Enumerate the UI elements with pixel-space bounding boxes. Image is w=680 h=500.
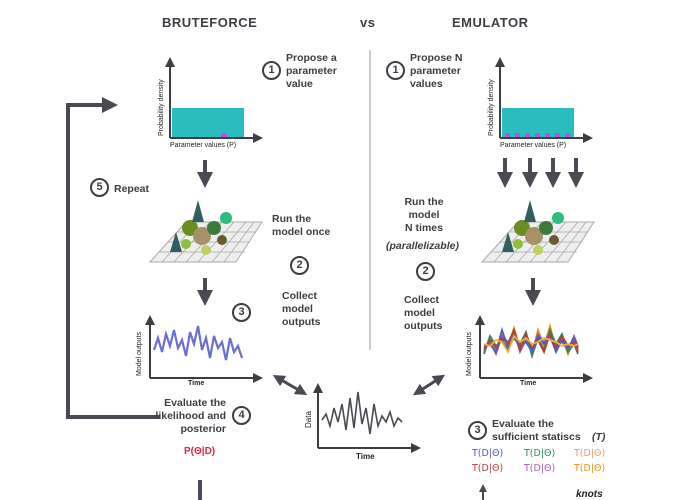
run-once-text: Run the model once: [272, 213, 331, 238]
data-plot: [313, 383, 421, 453]
emulator-output-ylabel: Model outputs: [466, 332, 473, 376]
posterior-label: P(Θ|D): [184, 446, 216, 457]
brute-series: [152, 325, 244, 361]
emulator-step-1-badge: 1: [386, 61, 405, 80]
repeat-label: Repeat: [114, 183, 150, 195]
emulator-collect-text: Collect model outputs: [404, 294, 443, 332]
vs-label: vs: [360, 15, 376, 30]
step-1-text: Propose a parameter value: [286, 52, 337, 90]
data-ylabel: Data: [304, 411, 313, 428]
parallelizable-label: (parallelizable): [386, 240, 459, 252]
stat-1: T(D|Θ): [472, 448, 504, 459]
emulator-header: EMULATOR: [452, 15, 529, 30]
stat-4: T(D|Θ): [472, 463, 504, 474]
emulator-step-2-badge: 2: [416, 262, 435, 281]
density-ylabel: Probability density: [158, 79, 165, 136]
output-ylabel: Model outputs: [136, 332, 143, 376]
left-output-plot: [145, 315, 263, 383]
emulator-series: [483, 322, 579, 360]
data-series: [321, 391, 403, 435]
step-5-badge: 5: [90, 178, 109, 197]
proposal-markers: [505, 133, 570, 137]
stat-5: T(D|Θ): [524, 463, 556, 474]
trees: [502, 200, 564, 255]
landscape-right: [480, 200, 595, 263]
uniform-prior-bar: [502, 108, 574, 137]
flow-arrows: [66, 97, 584, 500]
landscape-left: [148, 200, 263, 263]
stat-3: T(D|Θ): [574, 448, 606, 459]
right-output-plot: [475, 315, 593, 383]
knots-label: knots: [576, 489, 603, 500]
emulator-step-3-badge: 3: [468, 421, 487, 440]
bruteforce-header: BRUTEFORCE: [162, 15, 258, 30]
uniform-prior-bar: [172, 108, 244, 137]
collect-text: Collect model outputs: [282, 290, 321, 328]
right-density-plot: [495, 57, 593, 143]
data-xlabel: Time: [356, 452, 375, 461]
emulator-step-1-text: Propose N parameter values: [410, 52, 463, 90]
step-2-badge: 2: [290, 256, 309, 275]
emulator-density-xlabel: Parameter values (P): [500, 142, 567, 149]
step-1-badge: 1: [262, 61, 281, 80]
emulator-density-ylabel: Probability density: [488, 79, 495, 136]
output-xlabel: Time: [188, 380, 205, 387]
step-4-badge: 4: [232, 406, 251, 425]
trees: [170, 200, 232, 255]
emulator-evaluate-text: Evaluate the sufficient statiscs: [492, 418, 581, 443]
left-density-plot: [165, 57, 263, 143]
stat-6: T(D|Θ): [574, 463, 606, 474]
emulator-evaluate-symbol: (T): [592, 431, 606, 443]
emulator-run-text: Run the model N times: [404, 196, 444, 234]
evaluate-text: Evaluate the likelihood and posterior: [155, 397, 226, 435]
emulator-output-xlabel: Time: [520, 380, 537, 387]
density-xlabel: Parameter values (P): [170, 142, 237, 149]
stat-2: T(D|Θ): [524, 448, 556, 459]
proposal-marker: [221, 133, 227, 137]
step-3-badge: 3: [232, 303, 251, 322]
